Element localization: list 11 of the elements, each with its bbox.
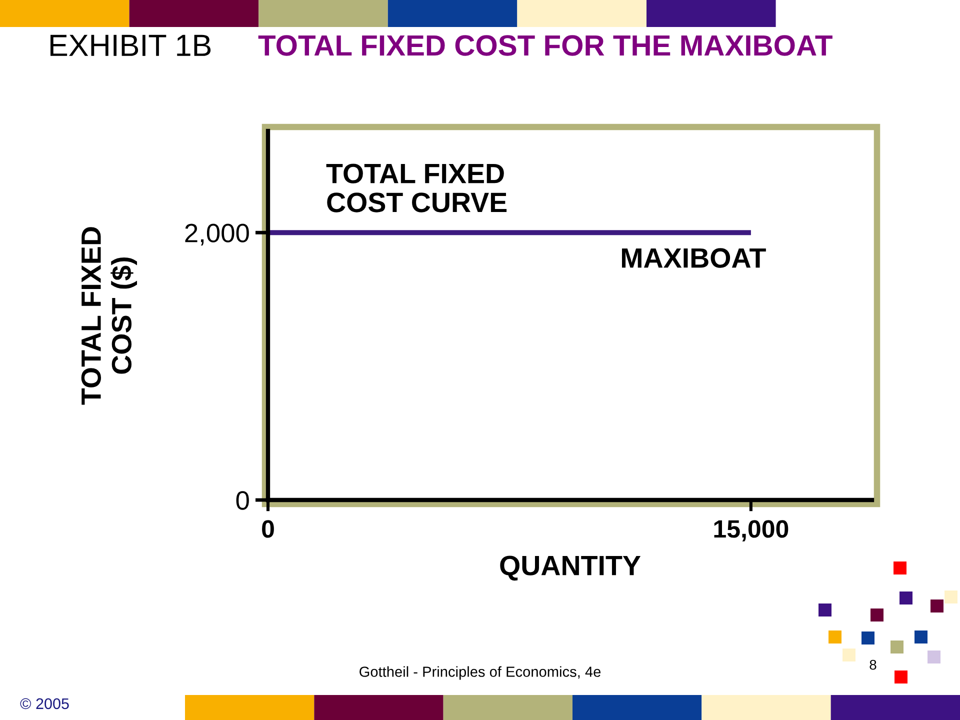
y-tick-label: 2,000	[185, 224, 249, 246]
x-axis-title: QUANTITY	[500, 556, 641, 581]
x-tick-label: 15,000	[714, 520, 788, 542]
series-label: MAXIBOAT	[622, 248, 766, 268]
text: © 2005	[20, 698, 69, 710]
annotation: TOTAL FIXED COST CURVE	[326, 164, 507, 212]
chart-subtitle: TOTAL FIXED COST FOR THE MAXIBOAT	[258, 35, 832, 56]
y-axis-title: TOTAL FIXED COST ($)	[81, 227, 137, 405]
text: 8	[870, 660, 876, 670]
chart-title: EXHIBIT 1B	[50, 34, 211, 56]
text: Gottheil - Principles of Economics, 4e	[360, 666, 601, 680]
